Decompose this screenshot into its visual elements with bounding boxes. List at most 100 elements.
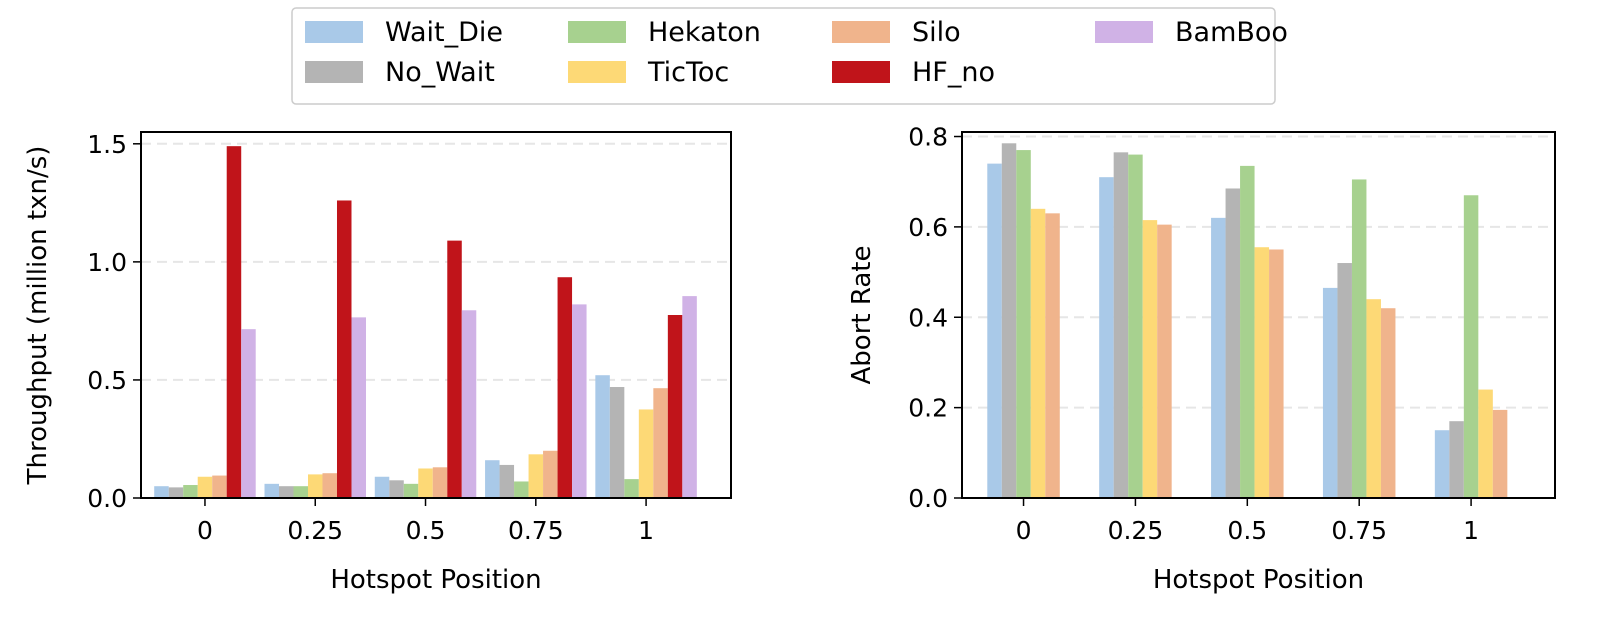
abort-rate-chart: 0.0 0.2 0.4 0.6 0.8 0 0.25 0.5 0.75 1 Hotspot Posi… (847, 123, 1556, 595)
bar (389, 480, 404, 498)
bar (226, 146, 242, 499)
series-Silo (212, 388, 668, 498)
bar (403, 483, 419, 498)
series-Hekaton (1016, 150, 1479, 498)
y-tick-label: 0.6 (908, 213, 948, 242)
legend-label: BamBoo (1175, 17, 1288, 48)
y-tick-label: 0.0 (87, 484, 127, 513)
bar (595, 375, 610, 498)
legend-item: Wait_Die (305, 17, 503, 48)
bar (154, 486, 169, 498)
legend-frame (291, 7, 1276, 105)
x-tick-label: 0 (197, 516, 213, 545)
plot-frame (140, 131, 732, 499)
bar (183, 485, 198, 498)
bar (1351, 179, 1367, 498)
bar (1366, 299, 1381, 498)
bar (1337, 263, 1352, 498)
bar (514, 481, 529, 498)
series-TicToc (197, 409, 654, 498)
legend-swatch (832, 61, 890, 83)
bar (1113, 152, 1129, 499)
legend-label: No_Wait (385, 57, 495, 88)
x-tick-label: 0 (1016, 516, 1032, 545)
series-TicToc (1030, 208, 1493, 498)
legend-label: TicToc (647, 57, 729, 88)
bar (1254, 247, 1270, 498)
series-Wait_Die (987, 163, 1450, 498)
x-tick-label: 0.75 (1331, 516, 1387, 545)
bar (307, 474, 323, 498)
legend-label: Silo (912, 17, 961, 48)
bar (278, 486, 294, 498)
bar (418, 468, 433, 498)
legend-swatch (568, 21, 626, 43)
legend-label: Wait_Die (385, 17, 503, 48)
legend-label: HF_no (912, 57, 995, 88)
x-tick-label: 0.5 (1227, 516, 1267, 545)
legend-swatch (1095, 21, 1153, 43)
bar (351, 317, 366, 498)
bar (682, 296, 697, 498)
legend-item: TicToc (568, 57, 729, 88)
legend-swatch (305, 21, 363, 43)
bar (1463, 195, 1479, 498)
bar (322, 473, 337, 498)
x-tick-label: 0.25 (287, 516, 343, 545)
bar (197, 476, 213, 498)
bar (528, 454, 544, 498)
bar (1478, 389, 1493, 498)
x-tick-label: 0.25 (1108, 516, 1164, 545)
bar (447, 240, 462, 498)
bar (499, 464, 515, 498)
bar (624, 479, 639, 498)
y-tick-label: 1.5 (87, 130, 127, 159)
bar (336, 200, 352, 498)
bar (1099, 177, 1114, 498)
bar (1030, 208, 1046, 498)
bar (557, 277, 573, 498)
series-No_Wait (1001, 143, 1464, 499)
y-tick-label: 0.4 (908, 303, 948, 332)
x-tick-label: 1 (638, 516, 654, 545)
series-Silo (1045, 213, 1508, 499)
legend-item: Hekaton (568, 17, 761, 48)
series-No_Wait (168, 387, 625, 498)
bar (1157, 224, 1172, 498)
legend-item: HF_no (832, 57, 995, 88)
bar (374, 476, 390, 498)
legend-item: No_Wait (305, 57, 495, 88)
y-tick-label: 1.0 (87, 248, 127, 277)
legend-swatch (832, 21, 890, 43)
throughput-chart: 0.0 0.5 1.0 1.5 0 0.25 0.5 0.75 1 Hotspot Positio… (23, 130, 732, 595)
y-axis-label: Throughput (million txn/s) (23, 146, 53, 486)
bar (212, 475, 227, 498)
legend-swatch (305, 61, 363, 83)
bar (432, 467, 448, 498)
bar (638, 409, 654, 498)
y-tick-label: 0.5 (87, 366, 127, 395)
legend-label: Hekaton (648, 17, 761, 48)
bar (1380, 308, 1396, 498)
x-tick-label: 1 (1463, 516, 1479, 545)
bar (653, 388, 668, 498)
series-Hekaton (183, 479, 639, 498)
plot-frame (961, 131, 1556, 499)
bar (1269, 249, 1284, 498)
bar (1449, 421, 1464, 498)
legend-item: BamBoo (1095, 17, 1288, 48)
bar (1128, 154, 1143, 498)
bar (168, 487, 184, 498)
bar (1322, 287, 1338, 498)
bar (264, 483, 279, 498)
series-BamBoo (241, 296, 697, 498)
bar (461, 310, 477, 498)
y-tick-label: 0.0 (908, 484, 948, 513)
bar (667, 315, 683, 498)
bar (1434, 430, 1450, 498)
y-tick-label: 0.8 (908, 123, 948, 152)
bar (543, 450, 558, 498)
y-axis-label: Abort Rate (847, 246, 877, 385)
bar (1492, 409, 1508, 498)
bar (987, 163, 1002, 498)
